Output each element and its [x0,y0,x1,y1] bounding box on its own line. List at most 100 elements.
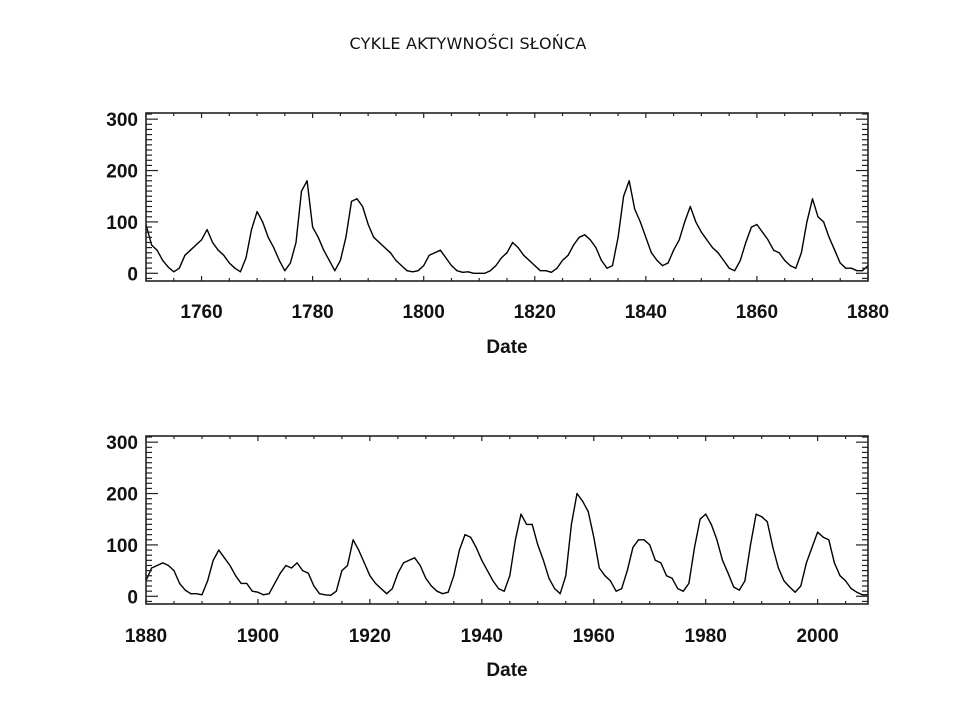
data-point [212,241,214,244]
data-point [700,231,703,233]
data-point [419,564,421,567]
data-point [693,546,696,549]
data-point [195,593,197,595]
x-tick-label: 2000 [796,626,838,647]
x-tick-label: 1880 [847,302,889,323]
data-point [550,271,553,273]
data-point [312,226,314,228]
data-point [296,562,298,564]
plot-frame [145,112,869,282]
data-point [378,241,380,244]
data-point [484,272,486,274]
data-point [481,559,483,561]
data-point [330,594,332,596]
data-point [822,536,824,538]
data-point [559,593,561,595]
data-point [556,267,558,269]
data-point [362,205,364,208]
data-point [235,575,237,577]
data-point [600,259,603,261]
data-point [845,580,847,582]
data-point [369,575,371,577]
data-point [570,523,573,526]
data-point [246,582,248,585]
data-point [645,236,647,238]
data-point [234,267,236,269]
x-tick-label: 1960 [573,626,615,647]
data-point [565,575,567,577]
data-point [478,272,480,274]
data-point [256,211,258,213]
data-point [156,564,158,567]
data-point [290,567,293,569]
data-point [367,223,369,226]
data-point [689,205,691,208]
data-point [755,513,757,515]
data-point [561,259,564,261]
data-point [307,572,309,574]
bottom-panel: 0 100 200 300 1880 1900 1920 1940 1960 1980 2000 Da… [106,433,869,681]
data-point [386,593,388,595]
data-point [285,564,287,567]
data-point [173,570,175,572]
x-tick-label: 1860 [736,302,778,323]
data-point [589,239,591,241]
data-point [528,259,530,261]
data-point [506,252,508,254]
data-point [711,247,714,249]
x-tick-label: 1920 [349,626,391,647]
y-tick-label: 200 [106,162,138,183]
data-point [595,247,597,249]
data-point [245,257,247,259]
data-point [789,265,791,267]
data-point [611,265,614,267]
data-point [447,591,449,593]
data-point [500,257,502,259]
data-point [207,580,209,582]
data-point [800,585,802,587]
data-point [817,531,819,533]
data-point [425,577,427,579]
data-point [823,221,825,223]
y-tick-label: 100 [106,213,138,234]
data-point [656,259,658,261]
data-point [151,567,153,569]
data-point [228,262,230,264]
data-point [744,580,746,582]
data-point [363,562,365,564]
data-point [828,236,830,238]
data-point [302,570,304,572]
data-point [721,559,724,561]
data-point [639,221,641,223]
data-point [328,259,330,261]
data-point [621,588,623,590]
data-point [341,570,343,572]
data-point [634,208,636,210]
data-point [856,591,858,593]
data-point [650,252,653,254]
data-point [514,539,517,541]
data-point [766,521,768,523]
data-point [811,546,813,549]
data-point [167,564,169,567]
data-point [356,198,358,200]
data-point [734,270,736,272]
data-point [400,265,403,267]
data-point [615,590,617,592]
data-point [445,257,447,259]
data-point [665,575,668,577]
data-point [318,593,321,595]
data-point [573,244,575,246]
data-point [486,570,488,572]
data-point [795,267,797,269]
data-point [503,590,505,592]
data-point [495,265,497,267]
data-point [593,536,595,538]
data-point [389,252,391,254]
data-point [184,589,186,591]
y-tick-label: 0 [127,587,138,608]
data-point [534,265,536,267]
data-point [273,247,275,249]
data-point [678,239,680,241]
data-point [531,523,533,526]
